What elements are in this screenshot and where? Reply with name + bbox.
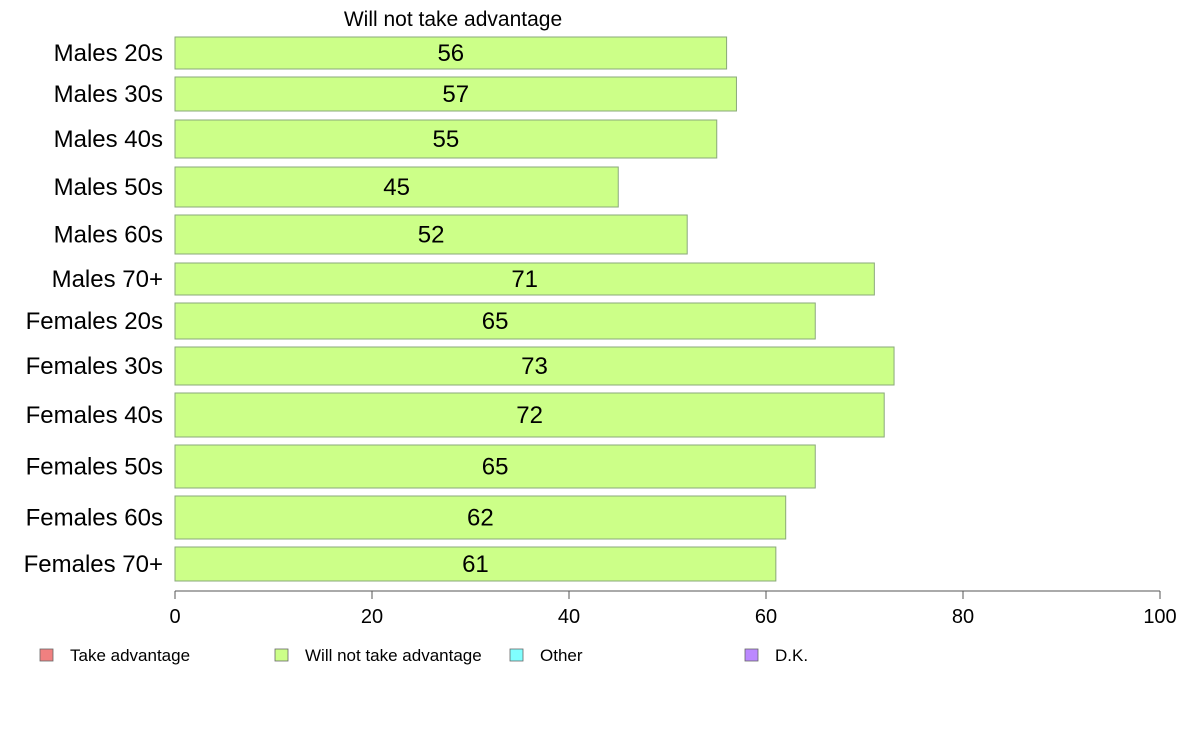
data-label: 61 — [462, 551, 489, 578]
category-label: Females 40s — [26, 402, 163, 429]
x-axis: 0 20 40 60 80 100 — [169, 590, 1177, 628]
data-label: 72 — [516, 402, 543, 429]
category-label: Males 20s — [54, 40, 163, 67]
bar — [174, 495, 787, 540]
bar — [174, 444, 816, 489]
data-label: 55 — [433, 126, 460, 153]
bars-group: Males 20s 56 Males 30s 57 Males 40s 55 Males 5… — [24, 36, 895, 582]
data-label: 73 — [521, 353, 548, 380]
legend-label: Take advantage — [70, 646, 190, 665]
data-label: 65 — [482, 308, 509, 335]
data-label: 65 — [482, 454, 509, 481]
category-label: Males 30s — [54, 81, 163, 108]
legend-swatch — [744, 648, 759, 662]
data-label: 71 — [511, 266, 538, 293]
legend-swatch — [39, 648, 54, 662]
bar — [174, 36, 728, 70]
data-label: 62 — [467, 505, 494, 532]
legend-swatch — [509, 648, 524, 662]
x-tick-label: 60 — [755, 606, 777, 628]
chart-title: Will not take advantage — [344, 8, 562, 31]
bar — [174, 166, 619, 208]
bar — [174, 302, 816, 340]
data-label: 56 — [437, 40, 464, 67]
category-label: Females 30s — [26, 353, 163, 380]
x-tick-label: 20 — [361, 606, 383, 628]
bar — [174, 546, 777, 582]
category-label: Females 70+ — [24, 551, 163, 578]
category-label: Females 20s — [26, 308, 163, 335]
legend-swatch — [274, 648, 289, 662]
x-tick-label: 100 — [1143, 606, 1176, 628]
bar — [174, 119, 718, 159]
legend-label: Will not take advantage — [305, 646, 482, 665]
x-tick-label: 0 — [169, 606, 180, 628]
bar — [174, 346, 895, 386]
category-label: Males 40s — [54, 126, 163, 153]
category-label: Males 60s — [54, 222, 163, 249]
bar — [174, 76, 737, 112]
category-label: Females 50s — [26, 454, 163, 481]
bar — [174, 214, 688, 255]
legend-label: D.K. — [775, 646, 808, 665]
data-label: 57 — [442, 81, 469, 108]
data-label: 45 — [383, 174, 410, 201]
bar — [174, 392, 885, 438]
bar — [174, 262, 875, 296]
category-label: Males 50s — [54, 174, 163, 201]
data-label: 52 — [418, 222, 445, 249]
legend: Take advantage Will not take advantage Oth… — [39, 646, 808, 665]
category-label: Males 70+ — [52, 266, 163, 293]
x-tick-label: 40 — [558, 606, 580, 628]
x-tick-label: 80 — [952, 606, 974, 628]
category-label: Females 60s — [26, 505, 163, 532]
legend-label: Other — [540, 646, 583, 665]
